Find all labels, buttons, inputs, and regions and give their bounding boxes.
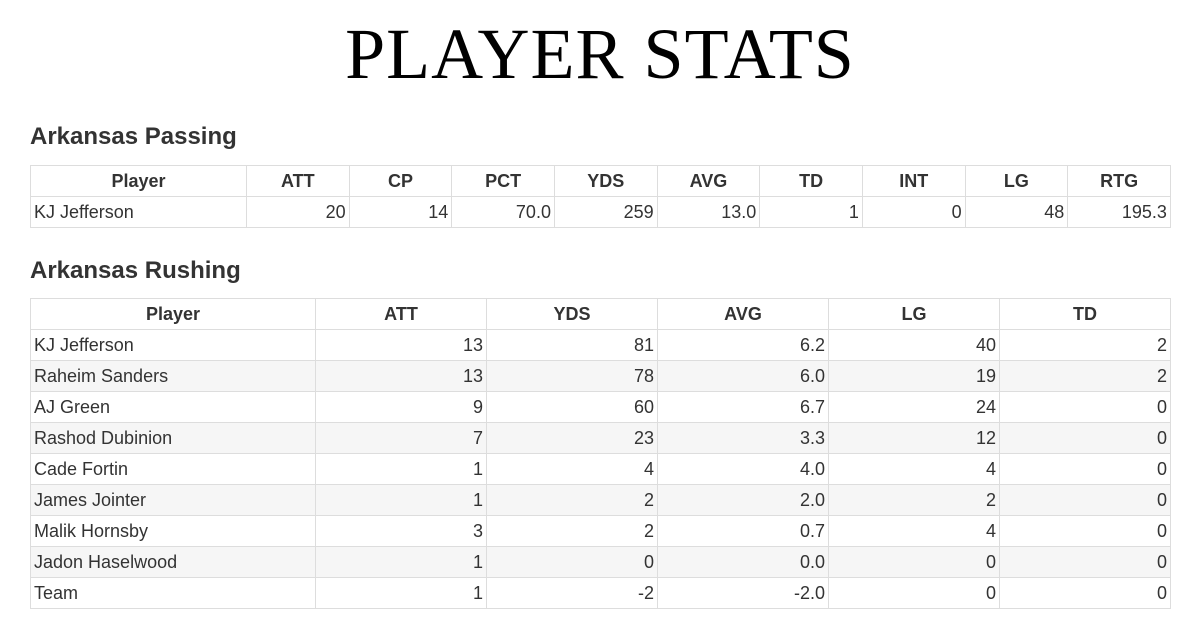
- stats-table: Player ATT YDS AVG LG TD KJ Jefferson 13 81 6.2 40…: [30, 298, 1171, 609]
- stat-cell: 0: [999, 422, 1171, 454]
- stat-cell: 2.0: [657, 484, 829, 516]
- column-header: TD: [999, 298, 1171, 330]
- table-row: Cade Fortin 1 4 4.0 4 0: [30, 453, 1171, 485]
- column-header: LG: [828, 298, 1000, 330]
- stat-cell: 60: [486, 391, 658, 423]
- stat-cell: 6.0: [657, 360, 829, 392]
- player-name: Malik Hornsby: [30, 515, 316, 547]
- stat-cell: 14: [348, 196, 453, 228]
- stat-cell: 0: [999, 391, 1171, 423]
- stat-cell: 6.2: [657, 329, 829, 361]
- stat-cell: 4: [486, 453, 658, 485]
- player-name: Cade Fortin: [30, 453, 316, 485]
- table-row: Malik Hornsby 3 2 0.7 4 0: [30, 515, 1171, 547]
- column-header: TD: [759, 165, 863, 197]
- stat-cell: 0: [999, 484, 1171, 516]
- stat-cell: 24: [828, 391, 1000, 423]
- header-row: Player ATT YDS AVG LG TD: [30, 298, 1171, 330]
- header-row: Player ATT CP PCT YDS AVG TD INT LG RTG: [30, 165, 1171, 197]
- stat-cell: 4: [828, 515, 1000, 547]
- player-name: KJ Jefferson: [30, 329, 316, 361]
- stat-cell: 3: [315, 515, 487, 547]
- player-name: KJ Jefferson: [30, 196, 247, 228]
- table-row: AJ Green 9 60 6.7 24 0: [30, 391, 1171, 423]
- column-header: YDS: [553, 165, 658, 197]
- column-header: AVG: [657, 298, 829, 330]
- column-header: ATT: [315, 298, 487, 330]
- player-name: James Jointer: [30, 484, 316, 516]
- stat-cell: 7: [315, 422, 487, 454]
- stat-cell: 3.3: [657, 422, 829, 454]
- stat-cell: 0.0: [657, 546, 829, 578]
- stat-cell: 0: [999, 515, 1171, 547]
- table-row: KJ Jefferson 13 81 6.2 40 2: [30, 329, 1171, 361]
- table-row: Jadon Haselwood 1 0 0.0 0 0: [30, 546, 1171, 578]
- section-title: Arkansas Passing: [30, 123, 237, 150]
- table-row: Rashod Dubinion 7 23 3.3 12 0: [30, 422, 1171, 454]
- column-header: Player: [30, 298, 316, 330]
- stat-cell: 1: [315, 484, 487, 516]
- stat-cell: 4.0: [657, 453, 829, 485]
- stat-cell: 2: [999, 360, 1171, 392]
- stat-cell: 0.7: [657, 515, 829, 547]
- stat-cell: 1: [315, 546, 487, 578]
- stat-cell: 9: [315, 391, 487, 423]
- stat-cell: 12: [828, 422, 1000, 454]
- stat-cell: 19: [828, 360, 1000, 392]
- player-name: Team: [30, 577, 316, 609]
- stat-cell: 0: [861, 196, 966, 228]
- column-header: LG: [964, 165, 1069, 197]
- stat-cell: 1: [315, 577, 487, 609]
- stat-cell: 6.7: [657, 391, 829, 423]
- column-header: PCT: [451, 165, 555, 197]
- stat-cell: 195.3: [1067, 196, 1171, 228]
- column-header: Player: [30, 165, 247, 197]
- stat-cell: 2: [486, 484, 658, 516]
- stat-cell: 13.0: [656, 196, 761, 228]
- stats-table: Player ATT CP PCT YDS AVG TD INT LG RTG KJ Jeffers…: [30, 165, 1171, 228]
- player-name: Jadon Haselwood: [30, 546, 316, 578]
- stat-cell: 2: [999, 329, 1171, 361]
- column-header: YDS: [486, 298, 658, 330]
- stat-cell: 4: [828, 453, 1000, 485]
- player-name: Raheim Sanders: [30, 360, 316, 392]
- stat-cell: 0: [999, 577, 1171, 609]
- stat-cell: 78: [486, 360, 658, 392]
- stat-cell: 48: [964, 196, 1069, 228]
- column-header: INT: [861, 165, 966, 197]
- stat-cell: 1: [759, 196, 863, 228]
- stat-cell: 2: [828, 484, 1000, 516]
- stat-cell: 13: [315, 329, 487, 361]
- stat-cell: 13: [315, 360, 487, 392]
- player-name: Rashod Dubinion: [30, 422, 316, 454]
- stat-cell: 1: [315, 453, 487, 485]
- stat-cell: -2.0: [657, 577, 829, 609]
- table-row: KJ Jefferson 20 14 70.0 259 13.0 1 0 48 195.3: [30, 196, 1171, 228]
- stat-cell: 0: [999, 453, 1171, 485]
- stat-cell: 0: [999, 546, 1171, 578]
- table-row: Raheim Sanders 13 78 6.0 19 2: [30, 360, 1171, 392]
- section-title: Arkansas Rushing: [30, 257, 241, 284]
- table-row: Team 1 -2 -2.0 0 0: [30, 577, 1171, 609]
- stat-cell: 40: [828, 329, 1000, 361]
- player-name: AJ Green: [30, 391, 316, 423]
- stat-cell: 259: [553, 196, 658, 228]
- stat-cell: 23: [486, 422, 658, 454]
- stat-cell: 81: [486, 329, 658, 361]
- stat-cell: 0: [486, 546, 658, 578]
- stat-cell: -2: [486, 577, 658, 609]
- stat-cell: 20: [246, 196, 350, 228]
- stat-cell: 70.0: [451, 196, 555, 228]
- stat-cell: 2: [486, 515, 658, 547]
- stat-cell: 0: [828, 577, 1000, 609]
- column-header: RTG: [1067, 165, 1171, 197]
- page-title: PLAYER STATS: [345, 14, 855, 94]
- stat-cell: 0: [828, 546, 1000, 578]
- column-header: AVG: [656, 165, 761, 197]
- column-header: CP: [348, 165, 453, 197]
- table-row: James Jointer 1 2 2.0 2 0: [30, 484, 1171, 516]
- column-header: ATT: [246, 165, 350, 197]
